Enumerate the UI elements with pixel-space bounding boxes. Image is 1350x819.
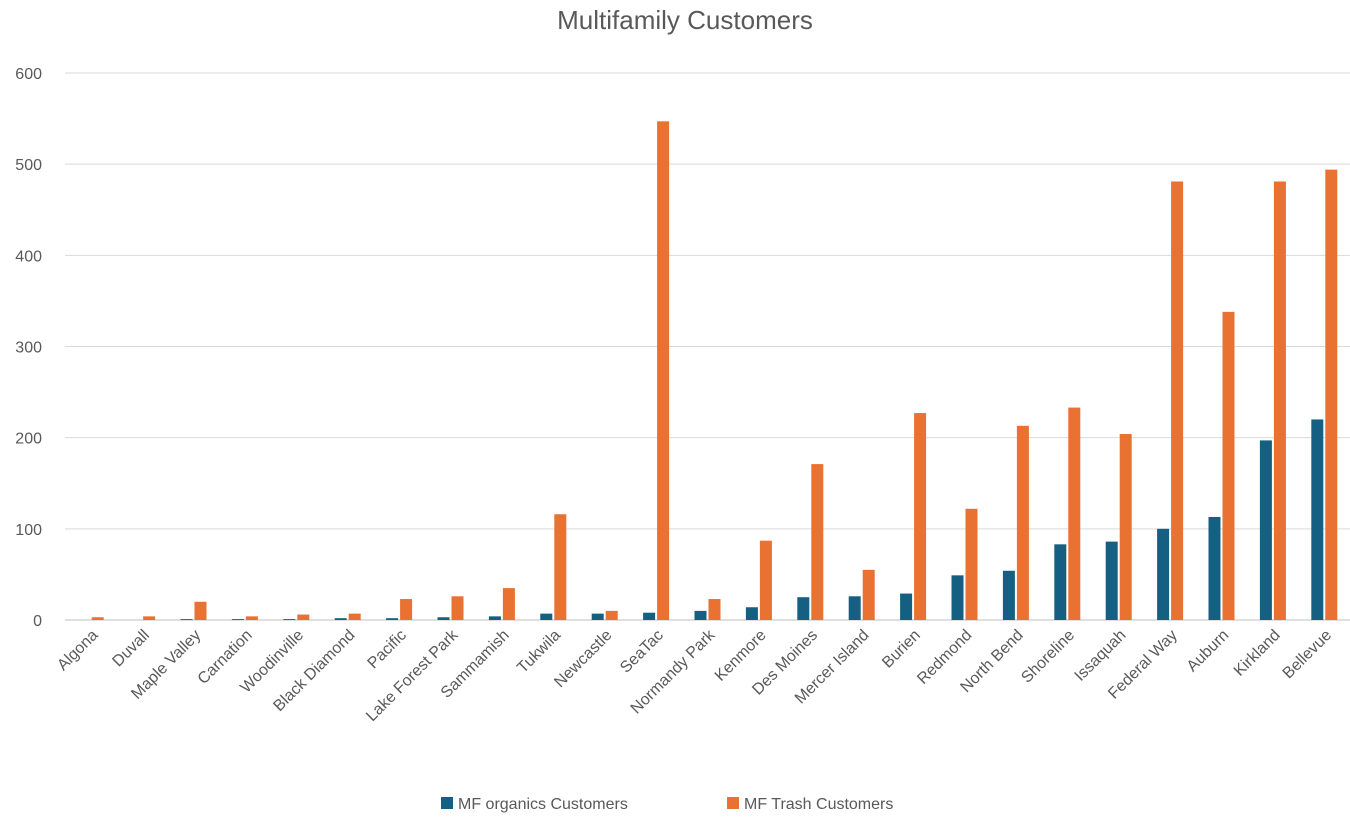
- bar-trash: [1273, 181, 1286, 620]
- bar-trash: [1222, 311, 1235, 620]
- bar-trash: [143, 616, 156, 620]
- x-category-label: Shoreline: [1018, 627, 1078, 687]
- bar-trash: [91, 617, 104, 620]
- bar-organics: [745, 607, 758, 620]
- bar-organics: [900, 593, 913, 620]
- bar-organics: [694, 610, 707, 620]
- y-axis-ticks: 0 100 200 300 400 500 600: [15, 66, 42, 630]
- bar-organics: [540, 613, 553, 620]
- y-tick-label: 400: [15, 248, 42, 265]
- bar-trash: [862, 569, 875, 620]
- y-tick-label: 100: [15, 522, 42, 539]
- x-category-label: Pacific: [365, 627, 410, 672]
- bar-trash: [1325, 169, 1338, 621]
- bar-trash: [554, 514, 567, 620]
- bar-trash: [914, 413, 927, 620]
- x-category-label: Lake Forest Park: [363, 626, 462, 725]
- bar-trash: [245, 616, 258, 620]
- bar-organics: [643, 612, 656, 620]
- legend-label: MF Trash Customers: [744, 796, 893, 813]
- y-tick-label: 500: [15, 157, 42, 174]
- x-category-label: Bellevue: [1280, 627, 1335, 682]
- bar-trash: [1068, 407, 1081, 620]
- bar-organics: [1002, 570, 1015, 620]
- bar-trash: [297, 614, 310, 620]
- legend-label: MF organics Customers: [458, 796, 628, 813]
- x-category-label: Duvall: [109, 627, 152, 670]
- legend-swatch: [441, 797, 453, 809]
- bar-organics: [797, 597, 810, 620]
- y-tick-label: 600: [15, 66, 42, 83]
- x-category-label: Tukwila: [514, 627, 564, 677]
- legend: MF organics Customers MF Trash Customers: [441, 796, 893, 813]
- x-category-label: Algona: [54, 627, 101, 674]
- bar-organics: [437, 617, 450, 620]
- legend-swatch: [727, 797, 739, 809]
- bar-organics: [1208, 516, 1221, 620]
- bar-trash: [1119, 434, 1132, 620]
- chart-title: Multifamily Customers: [557, 5, 813, 35]
- y-tick-label: 300: [15, 340, 42, 357]
- gridlines: [65, 72, 1350, 621]
- bar-organics: [283, 619, 296, 620]
- bar-trash: [194, 601, 207, 620]
- y-tick-label: 200: [15, 431, 42, 448]
- bar-trash: [1171, 181, 1184, 620]
- bar-organics: [1054, 544, 1067, 620]
- bar-trash: [605, 610, 618, 620]
- y-tick-label: 0: [33, 613, 42, 630]
- x-category-label: Burien: [879, 627, 924, 672]
- bar-trash: [1016, 425, 1029, 620]
- bar-trash: [759, 540, 772, 620]
- x-category-label: Auburn: [1184, 627, 1233, 676]
- bars: [91, 121, 1338, 621]
- bar-organics: [1311, 419, 1324, 620]
- x-category-label: SeaTac: [617, 627, 667, 677]
- bar-trash: [400, 599, 413, 620]
- bar-trash: [657, 121, 670, 621]
- bar-organics: [591, 613, 604, 620]
- bar-trash: [348, 613, 361, 620]
- bar-trash: [811, 464, 824, 620]
- bar-organics: [180, 619, 193, 620]
- bar-organics: [231, 619, 244, 620]
- bar-organics: [1259, 440, 1272, 620]
- bar-trash: [965, 508, 978, 620]
- bar-trash: [708, 599, 721, 620]
- bar-organics: [386, 618, 399, 620]
- bar-organics: [488, 616, 501, 620]
- bar-trash: [451, 596, 464, 620]
- bar-organics: [334, 618, 347, 620]
- bar-trash: [502, 588, 515, 620]
- bar-organics: [1105, 541, 1118, 620]
- x-category-label: Kirkland: [1231, 627, 1284, 680]
- bar-organics: [848, 596, 861, 620]
- bar-organics: [951, 575, 964, 620]
- bar-organics: [1157, 528, 1170, 620]
